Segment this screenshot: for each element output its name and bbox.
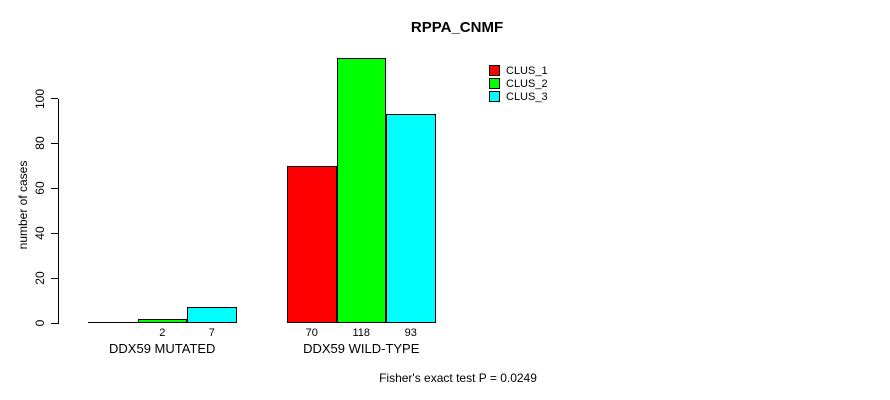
x-category-label: DDX59 MUTATED: [109, 341, 216, 356]
legend-swatch-clus_2: [489, 78, 500, 89]
bar-value-label: 7: [208, 327, 215, 339]
bar-clus_2: [137, 318, 187, 323]
bar-clus_1: [287, 165, 337, 323]
annotation-text: Fisher's exact test P = 0.0249: [379, 371, 537, 385]
y-axis-label: number of cases: [16, 160, 30, 250]
x-category-label: DDX59 WILD-TYPE: [303, 341, 420, 356]
bar-clus_3: [386, 114, 436, 323]
bar-value-label: 93: [404, 327, 417, 339]
legend-swatch-clus_1: [489, 65, 500, 76]
y-axis-tick: [51, 187, 58, 189]
bar-value-label: 2: [159, 327, 166, 339]
y-axis-line: [58, 98, 59, 324]
bar-clus_3: [187, 307, 237, 323]
bar-value-label: 70: [305, 327, 318, 339]
chart-title: RPPA_CNMF: [410, 19, 504, 36]
legend-item: CLUS_2: [489, 77, 548, 90]
legend-label: CLUS_3: [506, 90, 548, 103]
y-axis-tick: [51, 142, 58, 144]
legend-label: CLUS_1: [506, 64, 548, 77]
y-axis-tick: [51, 98, 58, 99]
legend-item: CLUS_3: [489, 90, 548, 103]
y-axis-tick: [51, 232, 58, 234]
y-axis-tick: [51, 322, 58, 324]
y-axis-tick: [51, 277, 58, 279]
legend-label: CLUS_2: [506, 77, 548, 90]
y-axis-tick-label: 100: [33, 88, 47, 109]
bar-clus_2: [336, 58, 386, 323]
bar-value-label: 118: [352, 327, 371, 339]
bar-clus_1-zero: [88, 322, 138, 323]
legend-item: CLUS_1: [489, 64, 548, 77]
legend-swatch-clus_3: [489, 91, 500, 102]
